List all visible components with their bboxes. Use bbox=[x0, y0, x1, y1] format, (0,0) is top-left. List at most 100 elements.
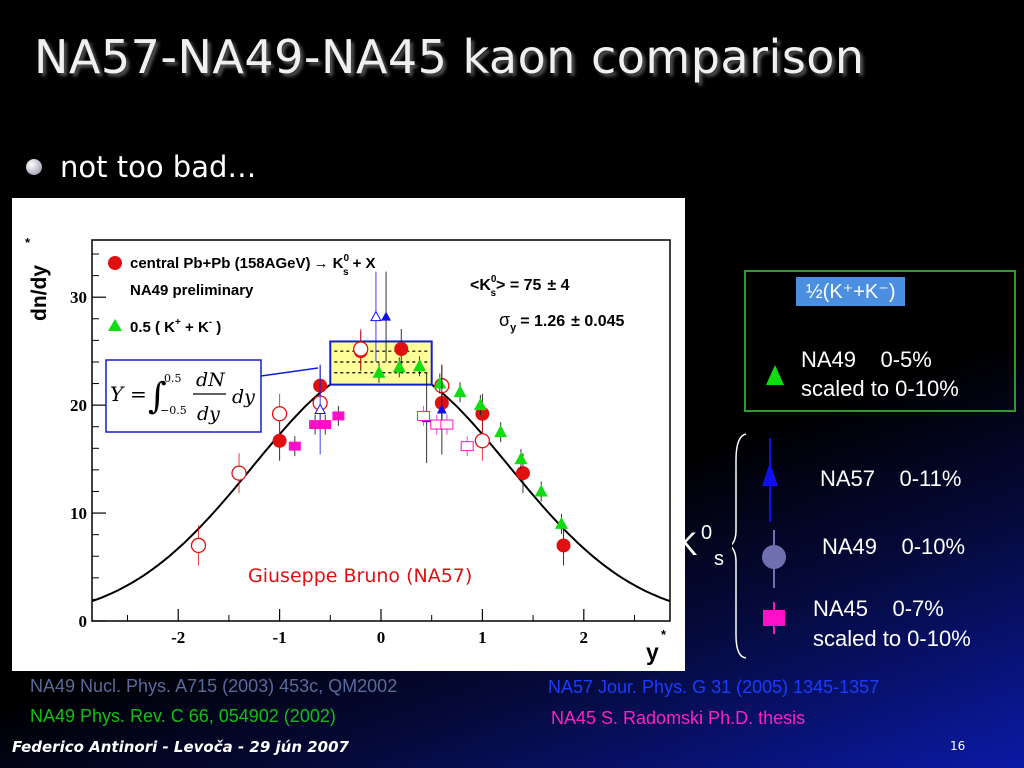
marker bbox=[514, 452, 528, 465]
formula-dy: dy bbox=[232, 386, 255, 408]
data-point bbox=[353, 329, 369, 370]
marker bbox=[475, 406, 490, 421]
legend-blue-triangle-icon bbox=[762, 462, 778, 486]
integral-formula: Y = ∫ 0.5 −0.5 dN dy dy bbox=[105, 359, 319, 433]
y-tick-label: 0 bbox=[79, 612, 88, 631]
svg-text:0.5 ( K+ + K- ): 0.5 ( K+ + K- ) bbox=[130, 317, 221, 336]
y-tick-label: 20 bbox=[70, 396, 87, 415]
data-point bbox=[473, 395, 487, 416]
bullet-item: not too bad… bbox=[26, 150, 256, 184]
marker bbox=[515, 466, 530, 481]
integral-sign: ∫ bbox=[148, 376, 167, 417]
x-tick-label: 0 bbox=[377, 628, 386, 647]
data-point bbox=[514, 449, 528, 470]
marker bbox=[494, 425, 508, 438]
source-na45-thesis: NA45 S. Radomski Ph.D. thesis bbox=[551, 708, 806, 728]
data-point bbox=[332, 405, 345, 426]
legend-chip: ½(K⁺+K⁻) bbox=[796, 277, 906, 306]
data-point bbox=[288, 436, 301, 457]
source-na49-phys-rev: NA49 Phys. Rev. C 66, 054902 (2002) bbox=[30, 706, 336, 726]
y-axis-label-sup: * bbox=[25, 235, 31, 250]
marker bbox=[556, 538, 571, 553]
data-point bbox=[440, 414, 454, 435]
fit-stats: <K0 s> = 75 ± 4 σy = 1.26 ± 0.045 bbox=[470, 274, 625, 334]
marker bbox=[473, 398, 487, 411]
marker bbox=[460, 441, 474, 452]
y-tick-label: 30 bbox=[70, 288, 87, 307]
marker bbox=[314, 403, 327, 414]
k0s-label: K bbox=[676, 526, 698, 562]
formula-eq: = bbox=[130, 382, 147, 406]
data-point bbox=[413, 356, 427, 377]
x-tick-label: 1 bbox=[478, 628, 487, 647]
marker bbox=[332, 411, 345, 421]
marker bbox=[440, 419, 454, 430]
marker bbox=[474, 433, 491, 449]
data-point bbox=[394, 329, 409, 370]
data-point bbox=[381, 271, 392, 362]
data-point bbox=[494, 422, 508, 443]
source-na49-nucl-phys: NA49 Nucl. Phys. A715 (2003) 453c, QM200… bbox=[30, 676, 398, 696]
data-point bbox=[271, 393, 288, 434]
marker bbox=[436, 404, 447, 414]
marker bbox=[190, 537, 207, 554]
marker bbox=[309, 420, 322, 430]
marker bbox=[453, 385, 467, 398]
marker bbox=[417, 410, 431, 421]
midrapidity-box bbox=[329, 340, 433, 386]
inner-legend: central Pb+Pb (158AGeV) → K0 s+ X NA49 pre… bbox=[108, 253, 376, 336]
marker bbox=[413, 359, 427, 372]
bullet-dot-icon bbox=[26, 159, 42, 175]
data-point bbox=[314, 364, 327, 455]
svg-text:σy= 1.26± 0.045: σy = 1.26 ± 0.045 bbox=[499, 310, 625, 334]
inner-legend-line2: NA49 preliminary bbox=[130, 282, 254, 299]
legend-magenta-square-icon bbox=[763, 610, 785, 626]
formula-upper: 0.5 bbox=[164, 372, 182, 385]
data-point bbox=[474, 420, 491, 461]
legend-gray-circle-icon bbox=[762, 545, 786, 569]
x-tick-label: -2 bbox=[171, 628, 185, 647]
marker bbox=[534, 484, 548, 497]
data-point bbox=[190, 525, 207, 566]
data-point bbox=[370, 271, 382, 362]
bullet-text: not too bad… bbox=[60, 150, 257, 184]
data-point bbox=[433, 373, 447, 394]
data-point bbox=[534, 481, 548, 502]
marker bbox=[271, 406, 288, 422]
data-point bbox=[309, 414, 322, 435]
data-point bbox=[436, 364, 447, 455]
formula-lower: −0.5 bbox=[160, 404, 187, 417]
marker bbox=[288, 441, 301, 451]
marker bbox=[381, 311, 392, 321]
formula-num: dN bbox=[196, 369, 226, 391]
data-point bbox=[319, 414, 332, 435]
slide-title: NA57-NA49-NA45 kaon comparison bbox=[34, 30, 865, 84]
svg-text:<K0s> = 75± 4: <K0 s> = 75 ± 4 bbox=[470, 274, 570, 299]
marker bbox=[394, 342, 409, 357]
data-point bbox=[231, 453, 247, 494]
formula-den: dy bbox=[197, 403, 220, 425]
legend-panel: ½(K⁺+K⁻) NA49 0-5% scaled to 0-10% bbox=[744, 270, 1016, 412]
data-point bbox=[554, 513, 568, 534]
marker bbox=[272, 433, 287, 448]
formula-lhs: Y bbox=[110, 382, 125, 406]
x-axis-label-sup: * bbox=[661, 627, 667, 642]
data-point bbox=[392, 357, 406, 378]
x-tick-label: -1 bbox=[273, 628, 287, 647]
legend-na57: NA57 0-11% bbox=[820, 466, 962, 491]
k0s-label-sub: s bbox=[714, 548, 724, 570]
data-point bbox=[460, 436, 474, 457]
marker bbox=[319, 420, 332, 430]
chart-annotation: Giuseppe Bruno (NA57) bbox=[248, 565, 472, 587]
marker bbox=[554, 516, 568, 529]
marker bbox=[370, 310, 382, 322]
legend-na45-line2: scaled to 0-10% bbox=[813, 626, 971, 651]
k0s-legend-markers bbox=[732, 433, 786, 659]
legend-na49-line2: scaled to 0-10% bbox=[801, 376, 959, 401]
data-point bbox=[556, 525, 571, 566]
svg-text:central Pb+Pb (158AGeV)→ K0s+: central Pb+Pb (158AGeV) → K0 s+ X bbox=[130, 253, 376, 278]
data-point bbox=[417, 405, 431, 426]
legend-na49b: NA49 0-10% bbox=[822, 534, 966, 559]
